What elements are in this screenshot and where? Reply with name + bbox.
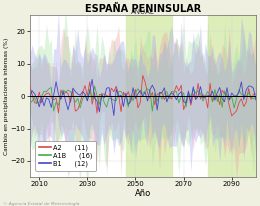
Title: ESPAÑA PENINSULAR: ESPAÑA PENINSULAR (84, 4, 201, 14)
Text: ANUAL: ANUAL (131, 9, 155, 15)
Legend: A2      (11), A1B      (16), B1      (12): A2 (11), A1B (16), B1 (12) (35, 141, 96, 171)
Bar (126, 15, 172, 177)
Text: © Agencia Estatal de Meteorología: © Agencia Estatal de Meteorología (3, 202, 79, 206)
Y-axis label: Cambio en precipitaciones intensas (%): Cambio en precipitaciones intensas (%) (4, 37, 9, 155)
Bar (208, 15, 256, 177)
X-axis label: Año: Año (135, 189, 151, 198)
